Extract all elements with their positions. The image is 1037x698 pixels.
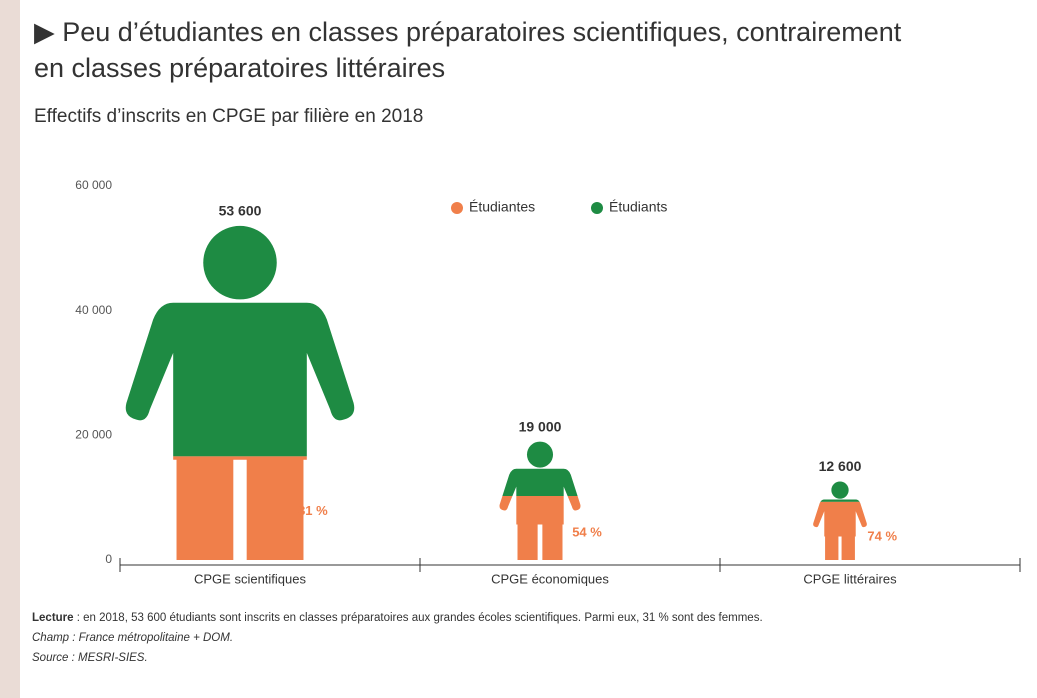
legend-marker bbox=[591, 202, 603, 214]
share-label: 74 % bbox=[867, 529, 897, 544]
male-part-head bbox=[203, 225, 277, 300]
male-part-head bbox=[831, 481, 849, 499]
chart-subtitle: Effectifs d’inscrits en CPGE par filière… bbox=[34, 106, 424, 127]
chart-title: ▶ Peu d’étudiantes en classes préparatoi… bbox=[34, 17, 902, 83]
reading-note: Lecture : en 2018, 53 600 étudiants sont… bbox=[32, 612, 763, 624]
value-label: 12 600 bbox=[819, 458, 862, 474]
y-tick-label: 40 000 bbox=[75, 303, 112, 317]
figure bbox=[125, 225, 355, 560]
male-part-body bbox=[125, 302, 355, 457]
male-part-head bbox=[526, 441, 554, 468]
figure bbox=[813, 481, 867, 560]
x-tick-label: CPGE économiques bbox=[491, 571, 609, 586]
share-label: 54 % bbox=[572, 525, 602, 540]
male-part bbox=[820, 481, 860, 502]
female-part-body bbox=[173, 456, 307, 560]
value-label: 53 600 bbox=[219, 203, 262, 219]
male-part-body bbox=[502, 468, 578, 497]
value-label: 19 000 bbox=[519, 418, 562, 434]
legend-label: Étudiantes bbox=[469, 199, 535, 215]
female-part bbox=[813, 501, 867, 560]
reading-text: : en 2018, 53 600 étudiants sont inscrit… bbox=[73, 612, 763, 624]
figure bbox=[499, 441, 581, 561]
reading-label: Lecture bbox=[32, 612, 74, 624]
y-tick-label: 20 000 bbox=[75, 428, 112, 442]
scope-note: Champ : France métropolitaine + DOM. bbox=[32, 632, 234, 644]
card: ▶ Peu d’étudiantes en classes préparatoi… bbox=[20, 0, 1037, 698]
male-part bbox=[502, 441, 578, 497]
male-part-body bbox=[820, 499, 860, 502]
legend-marker bbox=[451, 202, 463, 214]
male-part bbox=[125, 225, 355, 457]
x-tick-label: CPGE scientifiques bbox=[194, 571, 306, 586]
chart: 0 20 000 40 000 60 000 Étudiantes Étudiants CP… bbox=[75, 178, 1021, 586]
female-part-body bbox=[813, 501, 867, 560]
source-note: Source : MESRI-SIES. bbox=[32, 652, 148, 664]
female-part-body bbox=[499, 496, 581, 561]
notes: Lecture : en 2018, 53 600 étudiants sont… bbox=[32, 612, 763, 672]
y-tick-label: 60 000 bbox=[75, 178, 112, 192]
female-part bbox=[173, 456, 307, 560]
x-tick-label: CPGE littéraires bbox=[803, 571, 897, 586]
y-tick-label: 0 bbox=[105, 552, 112, 566]
share-label: 31 % bbox=[298, 503, 328, 518]
legend-label: Étudiants bbox=[609, 199, 667, 215]
female-part bbox=[499, 496, 581, 561]
